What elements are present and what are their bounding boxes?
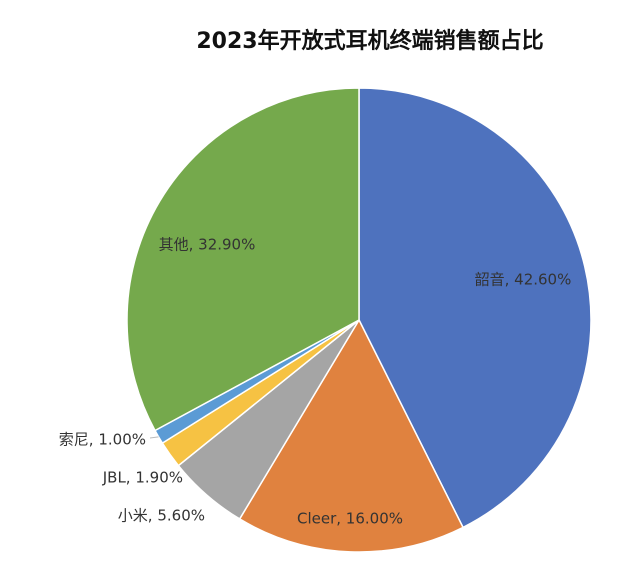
data-label: 其他, 32.90% [159,236,256,254]
data-label: JBL, 1.90% [102,469,183,487]
data-label: 索尼, 1.00% [59,431,146,449]
data-label: 韶音, 42.60% [475,271,572,289]
pie-slice [126,87,360,432]
leader-line [149,436,159,439]
data-label: 小米, 5.60% [118,507,205,525]
chart-title: 2023年开放式耳机终端销售额占比 [196,28,543,54]
pie-slice [238,318,465,553]
data-label: Cleer, 16.00% [297,510,403,528]
pie-slice [358,87,592,529]
